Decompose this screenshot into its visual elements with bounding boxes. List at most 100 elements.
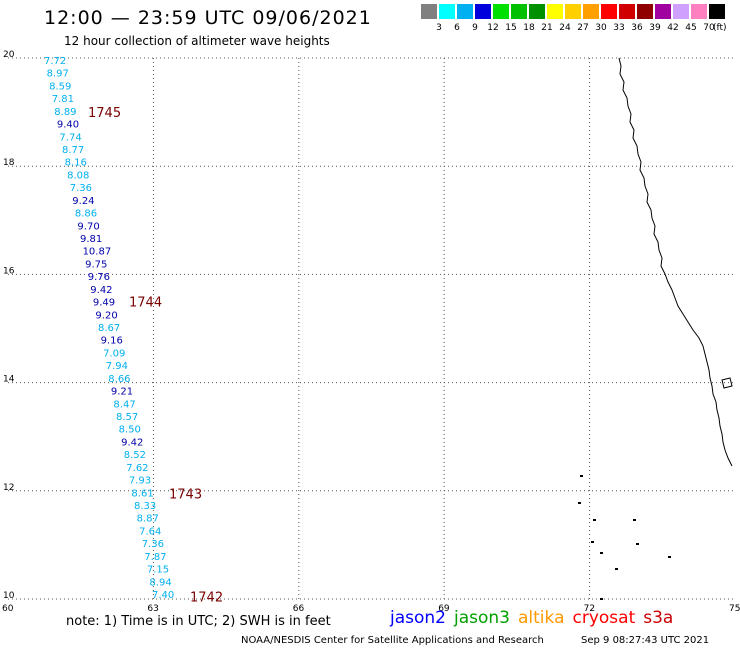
- lat-tick-label: 16: [3, 266, 15, 276]
- wave-height-reading: 7.94: [106, 361, 128, 372]
- footnote: note: 1) Time is in UTC; 2) SWH is in fe…: [66, 614, 331, 629]
- wave-height-reading: 8.89: [54, 107, 76, 118]
- legend-swatch: [457, 4, 473, 19]
- legend-tick-label: 9: [472, 23, 478, 33]
- wave-height-reading: 9.42: [90, 285, 112, 296]
- pass-label: 1744: [129, 295, 162, 310]
- wave-height-reading: 8.61: [131, 488, 153, 499]
- legend-tick-label: 27: [577, 23, 589, 33]
- coastline-main: [618, 57, 733, 467]
- lat-tick-label: 14: [3, 375, 15, 385]
- wave-height-reading: 8.52: [124, 450, 146, 461]
- wave-height-reading: 7.40: [152, 590, 174, 601]
- pass-labels: 1745 1744 1743 1742: [88, 106, 223, 605]
- island-dot: [593, 519, 596, 521]
- wave-height-reading: 8.47: [113, 399, 135, 410]
- wave-height-reading: 8.97: [47, 69, 69, 80]
- wave-height-reading: 7.15: [147, 565, 169, 576]
- wave-height-reading: 8.57: [116, 412, 138, 423]
- wave-height-reading: 8.94: [149, 577, 171, 588]
- legend-tick-label: 30: [595, 23, 607, 33]
- legend-swatch: [601, 4, 617, 19]
- legend-tick-label: 70: [703, 23, 715, 33]
- island-dot: [668, 556, 671, 558]
- legend-tick-label: 42: [667, 23, 679, 33]
- lat-tick-label: 12: [3, 483, 14, 493]
- wave-height-reading: 7.87: [144, 552, 166, 563]
- wave-height-reading: 8.33: [134, 501, 156, 512]
- legend-swatch: [691, 4, 707, 19]
- legend-swatch: [709, 4, 725, 19]
- chart-subtitle: 12 hour collection of altimeter wave hei…: [64, 34, 330, 48]
- wave-height-reading: 7.36: [142, 539, 164, 550]
- satellite-label: s3a: [643, 608, 674, 628]
- legend-tick-label: 24: [559, 23, 571, 33]
- wave-height-reading: 8.59: [49, 81, 71, 92]
- island-dot: [633, 519, 636, 521]
- satellite-label: jason3: [454, 608, 510, 628]
- wave-height-reading: 8.66: [108, 374, 130, 385]
- satellite-legend: jason2 jason3 altika cryosat s3a: [390, 608, 681, 628]
- footer-org: NOAA/NESDIS Center for Satellite Applica…: [241, 635, 544, 646]
- wave-height-reading: 9.24: [72, 196, 94, 207]
- wave-height-reading: 7.72: [44, 56, 66, 67]
- pass-label: 1745: [88, 106, 121, 121]
- wave-height-reading: 9.21: [111, 387, 133, 398]
- axis-labels: 60 63 66 69 72 75 10 12 14 16 18 20: [2, 50, 740, 614]
- wave-height-reading: 8.08: [67, 170, 89, 181]
- lon-tick-label: 75: [729, 604, 740, 614]
- wave-height-reading: 9.70: [77, 221, 99, 232]
- legend-tick-label: 15: [505, 23, 517, 33]
- legend-swatch: [637, 4, 653, 19]
- wave-height-reading: 7.62: [126, 463, 148, 474]
- lon-tick-label: 66: [293, 604, 305, 614]
- readings-track: 7.72 8.978.59 7.81 8.89 9.407.74 8.77 8.168.08…: [44, 56, 174, 601]
- legend-tick-label: 6: [454, 23, 460, 33]
- wave-height-reading: 7.36: [70, 183, 92, 194]
- legend-tick-label: 18: [523, 23, 535, 33]
- legend-swatch: [475, 4, 491, 19]
- chart-title: 12:00 — 23:59 UTC 09/06/2021: [44, 7, 372, 29]
- wave-height-reading: 7.81: [52, 94, 74, 105]
- island-dot: [615, 568, 618, 570]
- lat-tick-label: 20: [3, 50, 15, 60]
- island-dot: [580, 475, 583, 477]
- wave-height-reading: 9.75: [85, 259, 107, 270]
- wave-height-reading: 8.77: [62, 145, 84, 156]
- legend-tick-label: 36: [631, 23, 643, 33]
- legend-swatch: [619, 4, 635, 19]
- wave-height-reading: 8.50: [119, 425, 141, 436]
- lon-tick-label: 63: [147, 604, 158, 614]
- islands: [578, 475, 671, 600]
- wave-height-reading: 7.64: [139, 526, 161, 537]
- legend-swatch: [421, 4, 437, 19]
- legend-tick-label: 12: [487, 23, 499, 33]
- wave-height-reading: 9.20: [95, 310, 117, 321]
- wave-height-reading: 7.09: [103, 348, 125, 359]
- wave-height-reading: 8.16: [65, 158, 87, 169]
- legend-tick-label: 39: [649, 23, 661, 33]
- island-dot: [578, 502, 581, 504]
- legend-tick-label: 3: [436, 23, 442, 33]
- satellite-label: jason2: [390, 608, 446, 628]
- legend-swatch: [529, 4, 545, 19]
- wave-height-reading: 9.40: [57, 120, 79, 131]
- wave-height-reading: 8.86: [75, 209, 97, 220]
- legend-swatch: [439, 4, 455, 19]
- satellite-label: altika: [518, 608, 565, 628]
- legend-swatch: [493, 4, 509, 19]
- coastline: [618, 57, 733, 467]
- lat-tick-label: 10: [3, 591, 15, 601]
- pass-label: 1742: [190, 590, 223, 605]
- lon-tick-label: 60: [2, 604, 14, 614]
- wave-height-reading: 9.16: [101, 336, 123, 347]
- island-dot: [591, 541, 594, 543]
- wave-height-reading: 9.49: [93, 298, 115, 309]
- legend-swatch: [673, 4, 689, 19]
- legend-swatch: [547, 4, 563, 19]
- footer-timestamp: Sep 9 08:27:43 UTC 2021: [581, 635, 710, 646]
- lon-tick-label: 72: [584, 604, 595, 614]
- legend-tick-label: 33: [613, 23, 625, 33]
- legend-tick-label: 45: [685, 23, 697, 33]
